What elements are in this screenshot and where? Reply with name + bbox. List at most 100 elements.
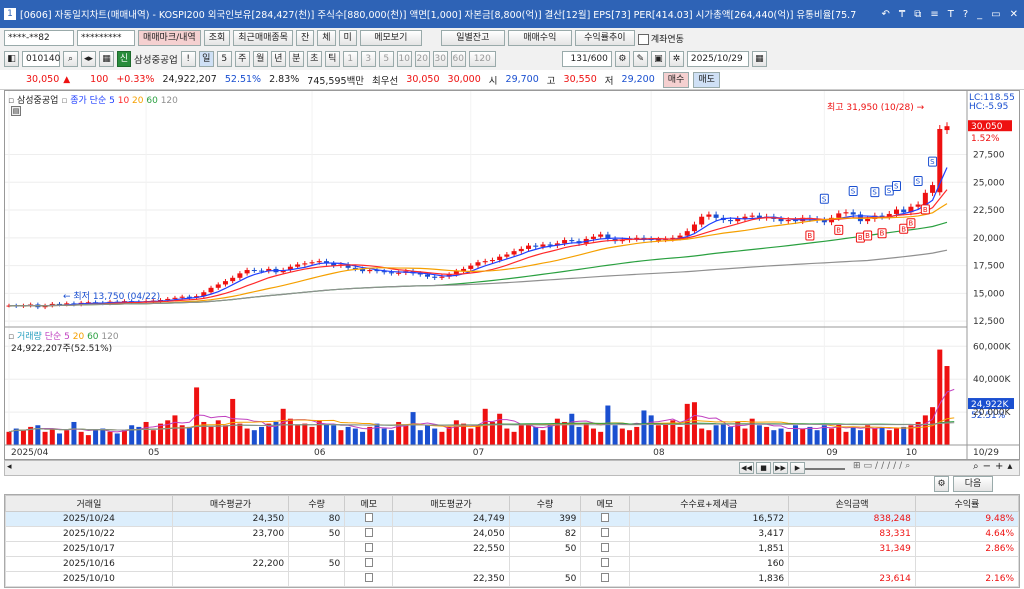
account-select[interactable]: ****-**82 — [4, 30, 74, 46]
period-minute[interactable]: 분 — [288, 51, 304, 67]
date-input[interactable]: 2025/10/29 — [686, 51, 749, 67]
candle — [367, 270, 373, 272]
column-header[interactable]: 메모 — [580, 495, 630, 512]
restore-window-icon[interactable]: ⧉ — [914, 8, 922, 20]
volume-bar — [20, 430, 26, 445]
recent-trades-button[interactable]: 최근매매종목 — [233, 30, 293, 46]
column-header[interactable]: 수량 — [288, 495, 346, 512]
scroll-left-icon[interactable]: ◂ — [7, 462, 12, 472]
column-header[interactable]: 매수평균가 — [171, 495, 290, 512]
account-link-checkbox[interactable]: 계좌연동 — [637, 32, 684, 45]
minimize-icon[interactable]: _ — [977, 8, 983, 20]
table-row[interactable]: 2025/10/22 23,700 50 24,050 82 3,417 83,331 4.6… — [5, 526, 1020, 542]
table-row[interactable]: 2025/10/17 22,550 50 1,851 31,349 2.86% — [5, 541, 1020, 557]
interval-5[interactable]: 5 — [378, 51, 394, 67]
search-icon[interactable]: ⌕ — [63, 51, 78, 67]
trade-mark-button[interactable]: 매매마크/내역 — [138, 30, 201, 46]
column-header[interactable]: 메모 — [344, 495, 394, 512]
next-button[interactable]: 다음 — [953, 476, 993, 492]
ma5-label: 5 — [109, 96, 115, 106]
pin-icon[interactable]: ₸ — [898, 8, 906, 20]
chart-area[interactable]: 최고 31,950 (10/28) → ← 최저 13,750 (04/22) LC… — [4, 90, 1020, 460]
column-header[interactable]: 수수료+제세금 — [628, 495, 790, 512]
font-icon[interactable]: T — [947, 8, 954, 20]
query-button[interactable]: 조회 — [203, 30, 231, 46]
nav-last-button[interactable]: ▶▶ — [773, 462, 788, 474]
table-cell: 83,331 — [788, 526, 916, 542]
nav-play-button[interactable]: ▶ — [790, 462, 805, 474]
interval-3[interactable]: 3 — [360, 51, 376, 67]
table-settings-icon[interactable]: ⚙ — [934, 476, 949, 492]
table-row[interactable]: 2025/10/16 22,200 50 160 — [5, 556, 1020, 572]
undo-icon[interactable]: ↶ — [881, 8, 890, 20]
period-tick[interactable]: 틱 — [324, 51, 340, 67]
sell-marker — [870, 187, 880, 198]
close-icon[interactable]: ✕ — [1009, 8, 1018, 20]
column-header[interactable]: 매도평균가 — [392, 495, 510, 512]
volume-bar — [64, 430, 70, 445]
stock-code-input[interactable]: 010140 — [22, 51, 60, 67]
period-year[interactable]: 년 — [270, 51, 286, 67]
buy-button[interactable]: 매수 — [662, 71, 690, 88]
period-second[interactable]: 초 — [306, 51, 322, 67]
balance-button[interactable]: 잔 — [295, 30, 315, 46]
price-chart-svg[interactable]: 최고 31,950 (10/28) → ← 최저 13,750 (04/22) LC… — [5, 91, 1019, 459]
table-row[interactable]: 2025/10/24 24,350 80 24,749 399 16,572 838,248… — [5, 511, 1020, 527]
return-trend-button[interactable]: 수익률추이 — [574, 30, 635, 46]
nav-stop-button[interactable]: ■ — [756, 462, 771, 474]
layout-icon[interactable]: ◧ — [4, 51, 19, 67]
volume-bar — [316, 420, 322, 445]
period-week[interactable]: 주 — [234, 51, 250, 67]
period-month[interactable]: 월 — [252, 51, 268, 67]
memo-view-button[interactable]: 메모보기 — [359, 30, 422, 46]
calendar-icon[interactable]: ▦ — [751, 51, 767, 67]
sell-button[interactable]: 매도 — [693, 71, 720, 88]
drawing-tools-icon[interactable]: ⊞▭∕∕∕∕∕⌕ — [853, 461, 914, 471]
grid-icon[interactable]: ▦ — [99, 51, 114, 67]
data-count-input[interactable]: 131/600 — [561, 51, 612, 67]
high-label: 고 — [546, 75, 556, 87]
table-cell: 24,050 — [392, 526, 510, 542]
settings-icon[interactable]: ⚙ — [614, 51, 630, 67]
column-header[interactable]: 수량 — [508, 495, 582, 512]
volume-bar — [663, 423, 669, 445]
gear-icon[interactable]: ✲ — [668, 51, 684, 67]
nav-first-button[interactable]: ◀◀ — [739, 462, 754, 474]
interval-10[interactable]: 10 — [396, 51, 412, 67]
candle — [619, 240, 625, 242]
zoom-controls-icon[interactable]: ⌕−+▴ — [973, 461, 1017, 472]
help-icon[interactable]: ? — [962, 8, 969, 20]
maximize-icon[interactable]: ▭ — [991, 8, 1001, 20]
period-day[interactable]: 일 — [198, 51, 214, 67]
interval-60[interactable]: 60 — [450, 51, 466, 67]
table-cell: 22,550 — [392, 541, 510, 557]
column-header[interactable]: 수익률 — [914, 495, 1020, 512]
candle — [49, 303, 55, 306]
table-cell: 2.16% — [914, 571, 1020, 587]
password-field[interactable]: ********* — [77, 30, 135, 46]
interval-30[interactable]: 30 — [432, 51, 448, 67]
tools-icon[interactable]: ✎ — [632, 51, 648, 67]
volume-bar — [309, 426, 315, 445]
volume-bar — [100, 428, 106, 445]
unexecuted-button[interactable]: 미 — [338, 30, 357, 46]
interval-1[interactable]: 1 — [342, 51, 358, 67]
marker-label: S — [887, 187, 892, 195]
volume-bar — [287, 418, 293, 445]
interval-20[interactable]: 20 — [414, 51, 430, 67]
warning-icon[interactable]: ! — [180, 51, 196, 67]
executed-button[interactable]: 체 — [317, 30, 336, 46]
save-icon[interactable]: ▣ — [650, 51, 666, 67]
interval-input[interactable]: 5 — [216, 51, 232, 67]
trade-pnl-button[interactable]: 매매수익 — [507, 30, 572, 46]
scroll-bar[interactable]: ◂ ◀◀ ■ ▶▶ ▶ ⊞▭∕∕∕∕∕⌕ ⌕−+▴ — [4, 460, 1020, 476]
table-row[interactable]: 2025/10/10 22,350 50 1,836 23,614 2.16% — [5, 571, 1020, 587]
prev-stock-icon[interactable]: ◂▸ — [81, 51, 96, 67]
interval-120[interactable]: 120 — [468, 51, 496, 67]
zoom-slider[interactable] — [805, 468, 845, 470]
menu-icon[interactable]: ≡ — [930, 8, 939, 20]
column-header[interactable]: 거래일 — [5, 495, 173, 512]
column-header[interactable]: 손익금액 — [788, 495, 916, 512]
daily-balance-button[interactable]: 일별잔고 — [440, 30, 505, 46]
table-toggle-icon[interactable]: ▤ — [11, 106, 21, 116]
